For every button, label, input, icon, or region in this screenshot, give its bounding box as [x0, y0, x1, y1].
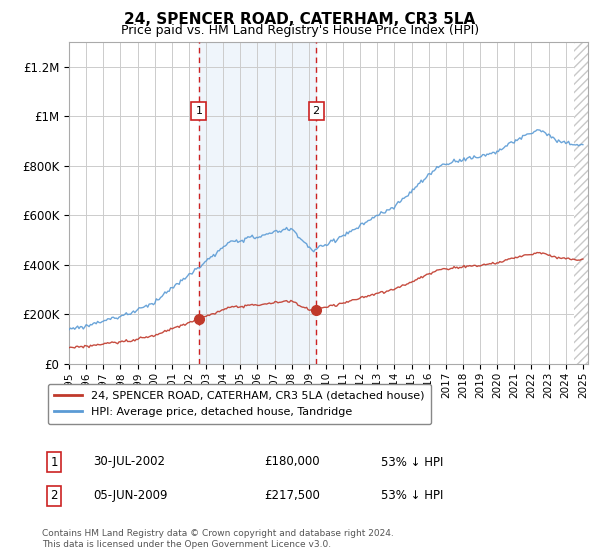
Text: 30-JUL-2002: 30-JUL-2002 [93, 455, 165, 469]
Text: 2: 2 [50, 489, 58, 502]
Text: Contains HM Land Registry data © Crown copyright and database right 2024.
This d: Contains HM Land Registry data © Crown c… [42, 529, 394, 549]
Text: 2: 2 [313, 106, 320, 116]
Bar [574, 42, 588, 364]
Bar [199, 42, 316, 364]
Text: 53% ↓ HPI: 53% ↓ HPI [381, 489, 443, 502]
Bar [574, 42, 588, 364]
Text: 05-JUN-2009: 05-JUN-2009 [93, 489, 167, 502]
Legend: 24, SPENCER ROAD, CATERHAM, CR3 5LA (detached house), HPI: Average price, detach: 24, SPENCER ROAD, CATERHAM, CR3 5LA (det… [47, 384, 431, 424]
Text: 53% ↓ HPI: 53% ↓ HPI [381, 455, 443, 469]
Text: 1: 1 [50, 455, 58, 469]
Text: £180,000: £180,000 [264, 455, 320, 469]
Text: Price paid vs. HM Land Registry's House Price Index (HPI): Price paid vs. HM Land Registry's House … [121, 24, 479, 37]
Text: £217,500: £217,500 [264, 489, 320, 502]
Text: 1: 1 [196, 106, 202, 116]
Text: 24, SPENCER ROAD, CATERHAM, CR3 5LA: 24, SPENCER ROAD, CATERHAM, CR3 5LA [124, 12, 476, 27]
